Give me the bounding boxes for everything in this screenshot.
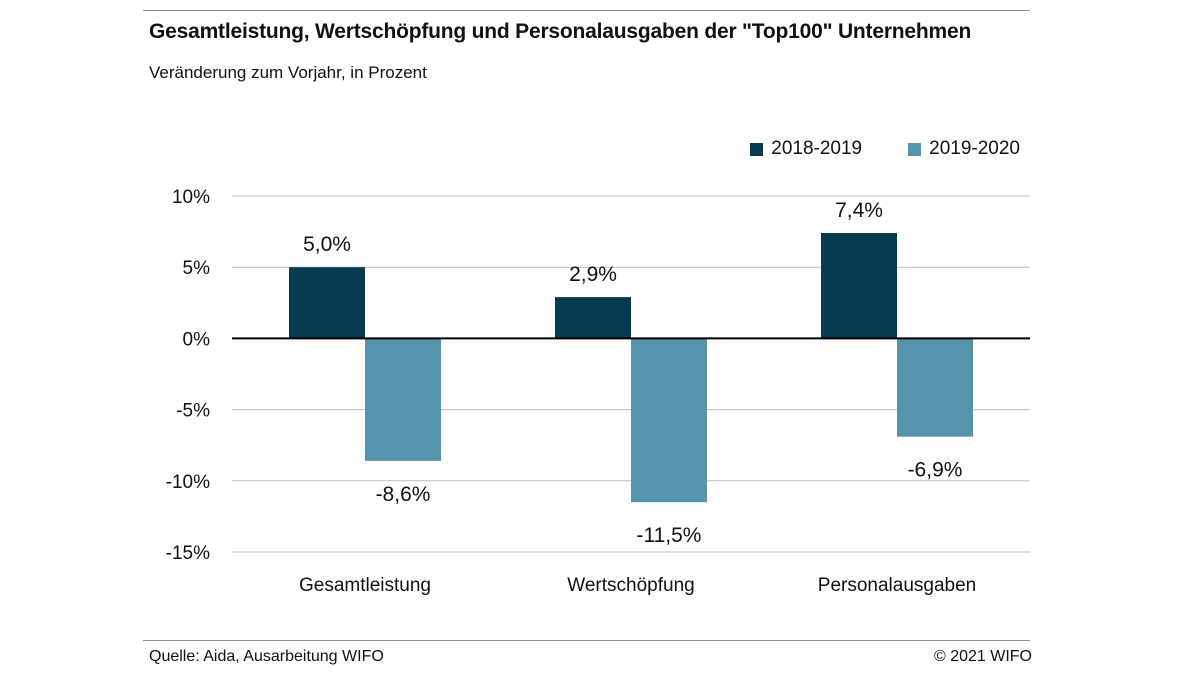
legend: 2018-2019 2019-2020: [750, 138, 1020, 160]
legend-label-2019-2020: 2019-2020: [929, 138, 1020, 159]
copyright-note: © 2021 WIFO: [933, 648, 1032, 665]
data-label: 2,9%: [569, 263, 617, 286]
x-category-label: Wertschöpfung: [567, 575, 694, 596]
data-label: -6,9%: [908, 459, 963, 482]
y-tick-label: -5%: [176, 401, 210, 422]
y-tick-label: 0%: [183, 329, 211, 350]
bar-2019-2020: [365, 338, 441, 461]
top-rule: [143, 10, 1030, 11]
source-note: Quelle: Aida, Ausarbeitung WIFO: [149, 648, 384, 665]
y-tick-label: -15%: [166, 543, 210, 564]
legend-swatch-2018-2019: [750, 142, 764, 156]
bar-2018-2019: [821, 233, 897, 339]
data-label: -11,5%: [637, 524, 702, 547]
chart-subtitle: Veränderung zum Vorjahr, in Prozent: [149, 63, 427, 82]
legend-swatch-2019-2020: [908, 142, 922, 156]
y-tick-label: -10%: [166, 472, 210, 493]
x-category-label: Personalausgaben: [818, 575, 976, 596]
data-label: -8,6%: [376, 483, 431, 506]
legend-label-2018-2019: 2018-2019: [771, 138, 863, 159]
legend-item-2018-2019: 2018-2019: [750, 138, 862, 160]
bar-2018-2019: [289, 267, 365, 339]
x-category-label: Gesamtleistung: [299, 575, 431, 596]
data-label: 5,0%: [303, 233, 351, 256]
data-label: 7,4%: [835, 199, 883, 222]
legend-item-2019-2020: 2019-2020: [908, 138, 1020, 160]
chart-title: Gesamtleistung, Wertschöpfung und Person…: [149, 20, 972, 43]
bar-2018-2019: [555, 297, 631, 339]
bottom-rule: [143, 640, 1030, 641]
bar-2019-2020: [897, 338, 973, 437]
bar-2019-2020: [631, 338, 707, 503]
y-tick-label: 10%: [172, 187, 210, 208]
y-tick-label: 5%: [183, 258, 211, 279]
